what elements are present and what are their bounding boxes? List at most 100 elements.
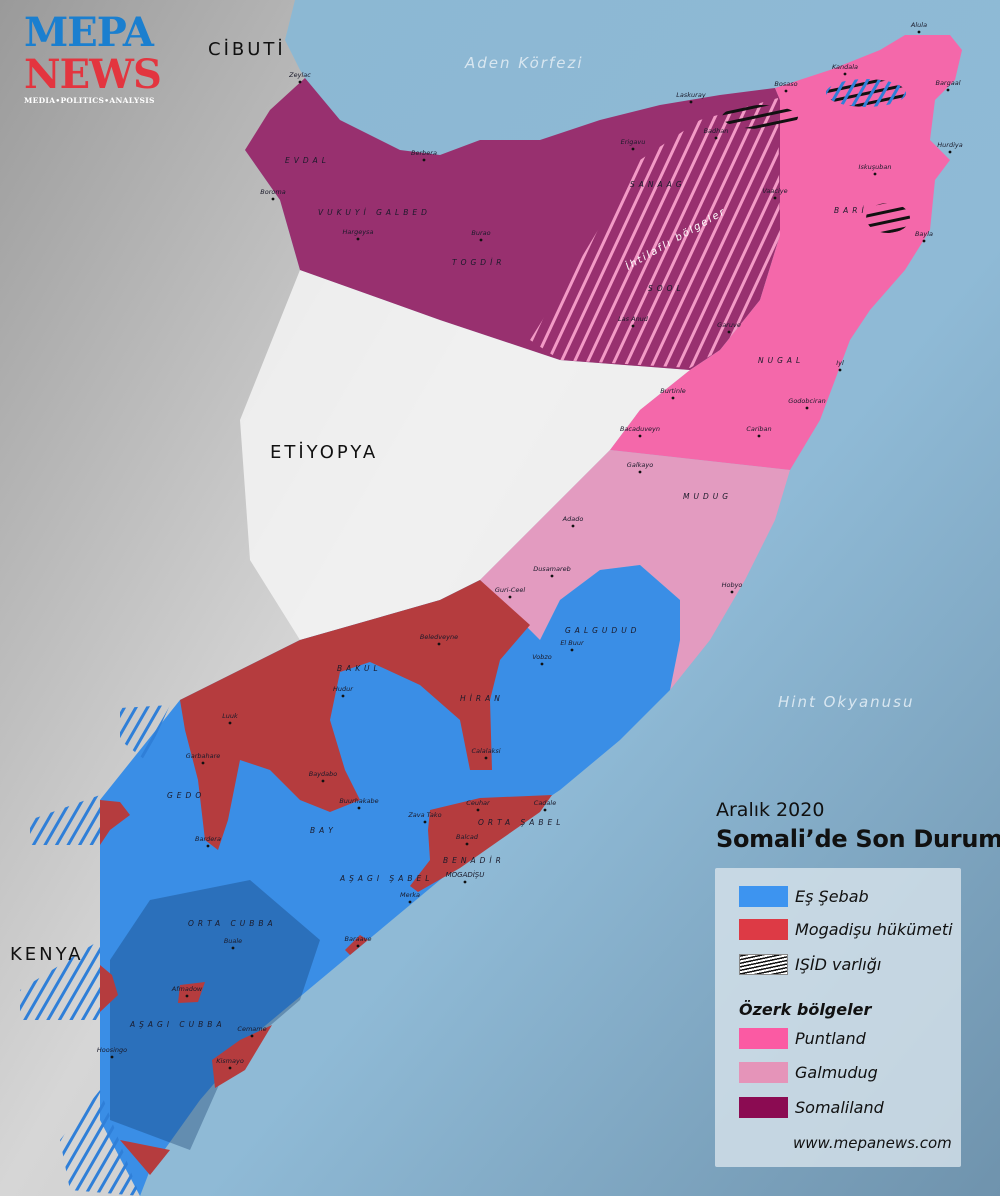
city-marker: [479, 238, 483, 242]
city-marker: [357, 806, 361, 810]
city-marker: [356, 237, 360, 241]
city-label: Vaaciye: [762, 187, 787, 195]
city-marker: [463, 880, 467, 884]
city-marker: [484, 756, 488, 760]
city-label: Godobciran: [788, 397, 825, 405]
region-label: GEDO: [167, 791, 205, 800]
city-label: Iskuşuban: [859, 163, 892, 171]
isis-area-1: [722, 105, 798, 129]
label-indian-ocean: Hint Okyanusu: [778, 693, 915, 711]
city-label: Erigavu: [621, 138, 646, 146]
region-label: ORTA CUBBA: [188, 919, 277, 928]
website-url[interactable]: www.mepanews.com: [793, 1134, 952, 1152]
region-label: VUKUYİ GALBED: [318, 208, 431, 217]
city-label: Dusamareb: [533, 565, 571, 573]
city-label: Kismayo: [216, 1057, 244, 1065]
city-marker: [550, 574, 554, 578]
city-labels: Zeylac Boroma Hargeysa Berbera Burao Erigavu L…: [97, 21, 963, 1070]
city-label: Bacaduveyn: [620, 425, 660, 433]
city-label: Afmadow: [171, 985, 203, 993]
city-label: Laskuray: [676, 91, 706, 99]
city-label: Guri-Ceel: [495, 586, 526, 594]
city-marker: [948, 150, 952, 154]
shabaab-hatch-kenya-2: [20, 940, 100, 1020]
legend-swatch-somaliland: [739, 1097, 788, 1118]
city-label: Calalaksi: [471, 747, 500, 755]
city-marker: [714, 136, 718, 140]
isis-area-2-blue: [826, 79, 906, 107]
region-label: NUGAL: [758, 356, 804, 365]
city-label: Badhan: [704, 127, 729, 135]
city-marker: [773, 196, 777, 200]
city-marker: [271, 197, 275, 201]
city-marker: [917, 30, 921, 34]
city-marker: [465, 842, 469, 846]
region-label: SOOL: [648, 284, 685, 293]
city-label: MOGADİŞU: [446, 870, 485, 879]
city-marker: [185, 994, 189, 998]
legend-item-galmudug: Galmudug: [739, 1062, 878, 1083]
disputed-area-hatch: [530, 98, 780, 368]
city-marker: [356, 944, 360, 948]
city-label: Baydabo: [309, 770, 338, 778]
city-marker: [476, 808, 480, 812]
mepanews-logo: MEPA NEWS MEDIA•POLITICS•ANALYSIS: [24, 9, 162, 106]
city-marker: [298, 80, 302, 84]
city-label: Adado: [562, 515, 584, 523]
city-marker: [922, 239, 926, 243]
isis-area-3: [866, 203, 910, 233]
city-label: Balcad: [456, 833, 479, 841]
city-marker: [321, 779, 325, 783]
legend-label: Puntland: [795, 1029, 866, 1048]
city-label: Hobyo: [722, 581, 743, 589]
region-label: BENADİR: [443, 856, 505, 865]
gov-area-west2: [100, 965, 118, 1012]
city-label: Garbahare: [186, 752, 221, 760]
ogaden-highlight: [240, 270, 690, 640]
logo-mepa: MEPA: [24, 9, 154, 56]
city-label: Cemame: [237, 1025, 266, 1033]
legend-item-shabaab: Eş Şebab: [739, 886, 869, 907]
city-label: Zava Tako: [407, 811, 441, 819]
region-puntland: [610, 35, 962, 470]
city-marker: [631, 324, 635, 328]
city-label: Vobzo: [532, 653, 552, 661]
region-label: GALGUDUD: [565, 626, 640, 635]
city-label: Kandala: [832, 63, 858, 71]
city-marker: [838, 368, 842, 372]
legend-item-puntland: Puntland: [739, 1028, 866, 1049]
city-label: Bayla: [915, 230, 933, 238]
city-label: Luuk: [222, 712, 238, 720]
city-label: Bosaso: [774, 80, 797, 88]
gov-area-benadir: [410, 795, 552, 892]
city-marker: [946, 88, 950, 92]
city-label: Beledveyne: [420, 633, 458, 641]
region-label: BAY: [310, 826, 337, 835]
city-marker: [730, 590, 734, 594]
city-label: Bardera: [195, 835, 221, 843]
gov-area-south: [120, 1140, 170, 1175]
city-marker: [638, 434, 642, 438]
city-label: Ceuhar: [466, 799, 491, 807]
city-marker: [422, 158, 426, 162]
legend-item-somaliland: Somaliland: [739, 1097, 884, 1118]
city-label: Burao: [471, 229, 490, 237]
city-marker: [540, 662, 544, 666]
city-label: Hoosingo: [97, 1046, 127, 1054]
city-label: Buale: [224, 937, 242, 945]
city-marker: [689, 100, 693, 104]
legend-swatch-galmudug: [739, 1062, 788, 1083]
city-marker: [873, 172, 877, 176]
map-title: Aralık 2020 Somali’de Son Durum: [716, 798, 1000, 854]
legend-swatch-shabaab: [739, 886, 788, 907]
city-label: Hargeysa: [343, 228, 374, 236]
region-labels: EVDAL VUKUYİ GALBED TOGDİR SANAAG SOOL BARİ NU…: [129, 156, 864, 1029]
shabaab-hatch-kenya-1: [30, 795, 100, 845]
city-marker: [570, 648, 574, 652]
city-marker: [437, 642, 441, 646]
city-label: Galkayo: [627, 461, 653, 469]
city-label: Garuve: [717, 321, 741, 329]
city-label: Burtinle: [660, 387, 686, 395]
city-label: Cariban: [746, 425, 771, 433]
